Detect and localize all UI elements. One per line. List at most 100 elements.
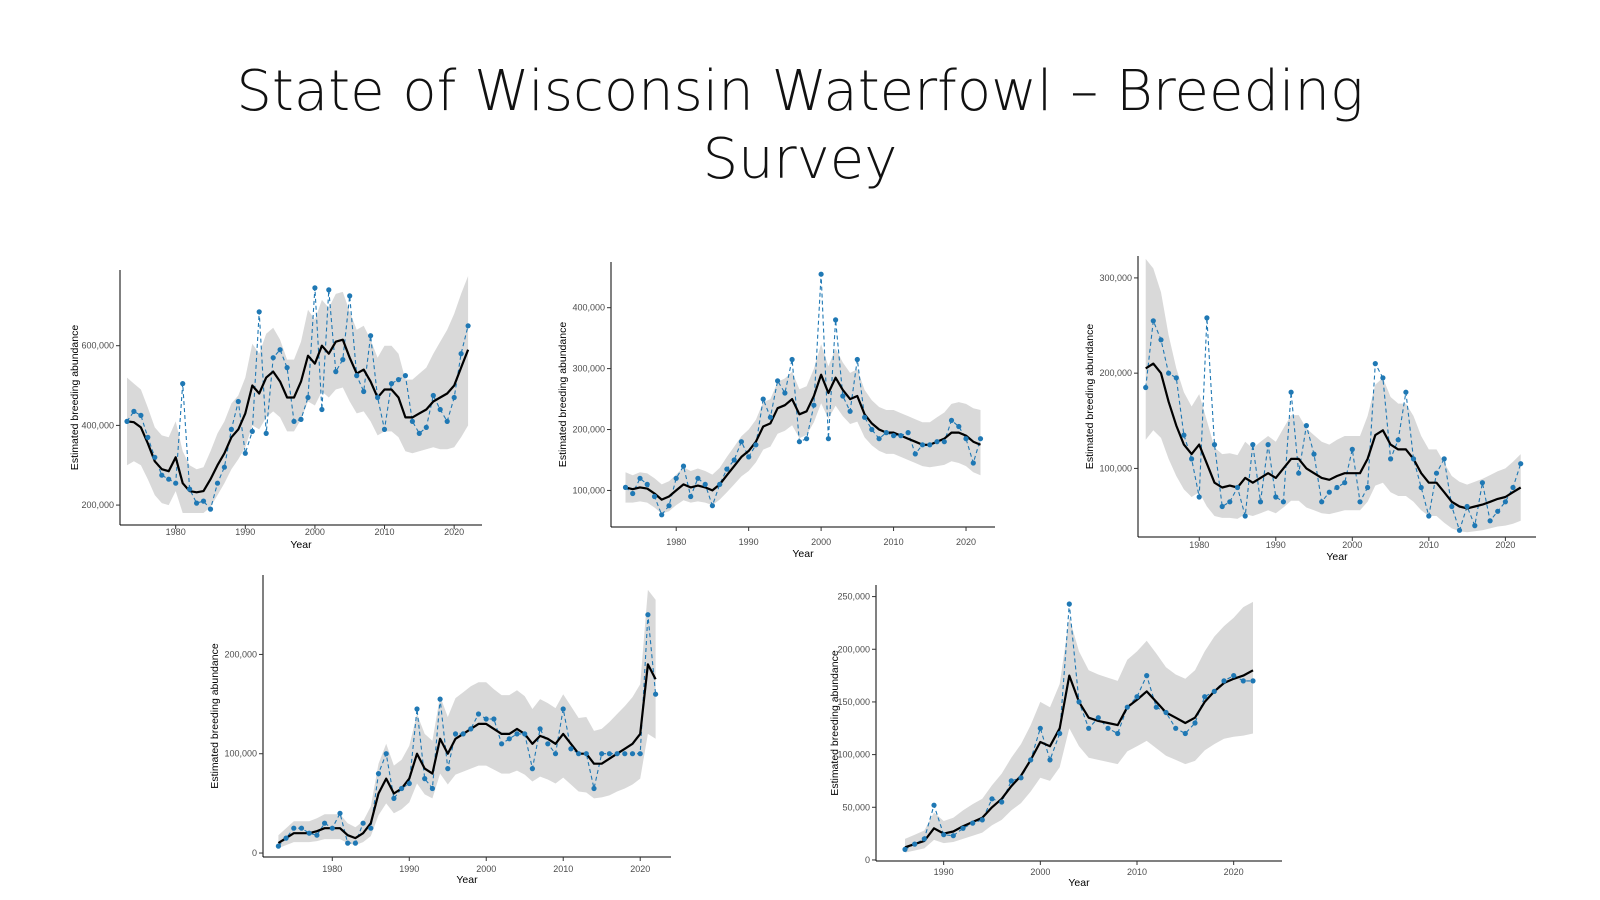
y-tick-label: 200,000 bbox=[224, 649, 257, 659]
x-tick-label: 2010 bbox=[553, 864, 573, 874]
observed-point bbox=[927, 442, 933, 448]
observed-point bbox=[491, 716, 497, 722]
observed-point bbox=[1221, 678, 1227, 684]
observed-point bbox=[1303, 423, 1309, 429]
observed-point bbox=[291, 825, 297, 831]
observed-point bbox=[465, 323, 471, 329]
observed-point bbox=[583, 751, 589, 757]
observed-point bbox=[1250, 442, 1256, 448]
y-tick-label: 300,000 bbox=[572, 364, 605, 374]
observed-point bbox=[1163, 709, 1169, 716]
observed-point bbox=[811, 402, 817, 408]
observed-point bbox=[340, 357, 346, 363]
observed-point bbox=[659, 512, 665, 518]
observed-point bbox=[1418, 484, 1424, 491]
observed-point bbox=[1296, 470, 1302, 476]
observed-point bbox=[1181, 432, 1187, 438]
y-tick-label: 100,000 bbox=[224, 749, 257, 759]
observed-point bbox=[970, 820, 976, 826]
observed-point bbox=[298, 416, 304, 422]
observed-point bbox=[345, 840, 351, 846]
y-tick-label: 200,000 bbox=[572, 425, 605, 435]
observed-point bbox=[1319, 499, 1325, 505]
slide-title-line2: Survey bbox=[702, 127, 898, 192]
observed-point bbox=[767, 414, 774, 420]
chart-panel-3: 1980 1990 2000 2010 2020 100,000 200,000 300,00… bbox=[1084, 256, 1536, 563]
observed-point bbox=[1334, 484, 1340, 491]
x-tick-label: 2020 bbox=[1495, 540, 1515, 550]
y-tick-label: 200,000 bbox=[81, 500, 114, 510]
observed-point bbox=[399, 785, 405, 792]
observed-point bbox=[653, 691, 659, 697]
observed-series-line bbox=[625, 274, 982, 516]
observed-point bbox=[347, 293, 353, 299]
observed-point bbox=[789, 356, 795, 363]
x-tick-label: 2010 bbox=[1419, 540, 1439, 550]
x-tick-label: 2020 bbox=[956, 537, 976, 547]
observed-series-line bbox=[1145, 317, 1522, 533]
observed-point bbox=[319, 406, 325, 413]
observed-point bbox=[1211, 442, 1218, 448]
observed-point bbox=[622, 484, 629, 490]
trend-series-line bbox=[126, 338, 470, 494]
observed-point bbox=[979, 817, 985, 823]
observed-point bbox=[651, 493, 658, 500]
observed-point bbox=[187, 486, 193, 492]
y-tick-label: 0 bbox=[252, 848, 257, 858]
observed-point bbox=[709, 503, 716, 509]
observed-point bbox=[1441, 456, 1447, 462]
x-tick-label: 2000 bbox=[305, 527, 325, 537]
trend-series-line bbox=[277, 663, 657, 845]
observed-point bbox=[760, 396, 766, 402]
observed-point bbox=[283, 835, 289, 841]
observed-point bbox=[305, 394, 311, 401]
observed-point bbox=[430, 392, 436, 399]
observed-point bbox=[606, 751, 613, 757]
observed-point bbox=[395, 377, 402, 383]
observed-point bbox=[291, 418, 297, 424]
observed-point bbox=[552, 751, 559, 757]
y-tick-label: 100,000 bbox=[572, 485, 605, 495]
observed-point bbox=[614, 751, 620, 757]
y-tick-label: 150,000 bbox=[837, 697, 870, 707]
observed-point bbox=[1158, 337, 1164, 343]
x-tick-label: 2020 bbox=[1224, 867, 1244, 877]
x-tick-label: 1980 bbox=[1189, 540, 1209, 550]
y-axis-title: Estimated breeding abundance bbox=[557, 322, 569, 468]
observed-point bbox=[235, 398, 241, 405]
observed-point bbox=[124, 418, 130, 424]
observed-point bbox=[545, 741, 551, 747]
observed-point bbox=[416, 430, 422, 436]
observed-point bbox=[847, 408, 853, 414]
observed-point bbox=[970, 460, 976, 466]
observed-point bbox=[902, 846, 908, 853]
x-tick-label: 2000 bbox=[1342, 540, 1362, 550]
y-tick-label: 100,000 bbox=[1099, 463, 1132, 473]
observed-point bbox=[429, 785, 435, 792]
observed-point bbox=[506, 736, 512, 742]
observed-point bbox=[1395, 437, 1401, 443]
y-axis-title: Estimated breeding abundance bbox=[829, 650, 841, 796]
observed-point bbox=[1426, 513, 1432, 519]
observed-point bbox=[898, 433, 904, 439]
x-tick-label: 1990 bbox=[235, 527, 255, 537]
observed-point bbox=[1202, 694, 1208, 700]
observed-point bbox=[1250, 678, 1256, 684]
observed-point bbox=[1273, 494, 1279, 500]
observed-point bbox=[228, 426, 234, 432]
observed-point bbox=[514, 731, 520, 737]
chart-panel-2: 1980 1990 2000 2010 2020 100,000 200,000 300,00… bbox=[557, 262, 995, 560]
observed-point bbox=[483, 716, 489, 722]
observed-point bbox=[173, 480, 179, 486]
observed-point bbox=[180, 381, 186, 387]
y-tick-label: 300,000 bbox=[1099, 273, 1132, 283]
observed-point bbox=[256, 309, 262, 315]
observed-point bbox=[1487, 518, 1493, 524]
observed-point bbox=[738, 439, 745, 445]
ci-band bbox=[625, 344, 981, 514]
observed-point bbox=[406, 780, 412, 787]
observed-point bbox=[312, 285, 318, 291]
observed-point bbox=[214, 480, 221, 486]
observed-point bbox=[931, 802, 937, 808]
observed-point bbox=[284, 365, 290, 371]
